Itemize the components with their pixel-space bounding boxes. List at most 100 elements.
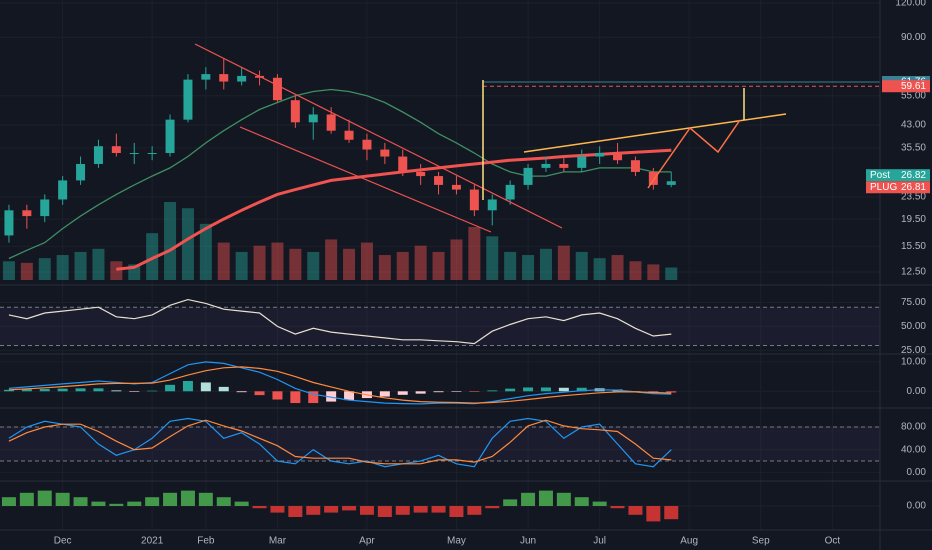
histogram-bar xyxy=(290,391,301,404)
histogram-bar xyxy=(236,391,247,393)
volume-bar xyxy=(325,239,338,280)
volume-bar xyxy=(307,251,320,280)
oscillator-bar xyxy=(342,506,357,511)
volume-bar xyxy=(432,251,445,280)
histogram-bar xyxy=(648,391,659,393)
oscillator-bar xyxy=(270,506,285,513)
oscillator-bar xyxy=(198,492,213,506)
y-tick-label: 55.00 xyxy=(901,90,926,101)
oscillator-bar xyxy=(306,506,321,515)
oscillator-bar xyxy=(556,492,571,506)
histogram-bar xyxy=(558,387,569,392)
y-tick-label: 90.00 xyxy=(901,32,926,43)
price-label-name: Post xyxy=(870,170,890,181)
histogram-bar xyxy=(576,387,587,392)
histogram-bar xyxy=(451,391,462,392)
histogram-bar xyxy=(272,391,283,400)
histogram-bar xyxy=(147,390,158,392)
candle-body xyxy=(165,119,175,153)
x-tick-label: Dec xyxy=(54,536,72,547)
series-line xyxy=(116,148,672,271)
volume-bar xyxy=(665,267,678,280)
candle-body xyxy=(40,199,50,217)
histogram-bar xyxy=(666,391,677,393)
candle-body xyxy=(541,163,551,168)
volume-bar xyxy=(74,251,87,280)
y-tick-label: 35.50 xyxy=(901,142,926,153)
volume-bar xyxy=(92,248,105,280)
candle-body xyxy=(595,152,605,157)
price-label-box xyxy=(866,169,930,182)
oscillator-bar xyxy=(664,506,679,520)
x-tick-label: Feb xyxy=(197,536,215,547)
candle-body xyxy=(111,146,121,153)
histogram-bar xyxy=(39,388,50,392)
oscillator-bar xyxy=(592,501,607,506)
histogram-bar xyxy=(433,391,444,393)
volume-bar xyxy=(38,258,51,280)
candle-body xyxy=(183,79,193,120)
oscillator-bar xyxy=(234,501,249,506)
volume-bar xyxy=(164,202,177,280)
oscillator-bar xyxy=(127,501,142,506)
oscillator-bar xyxy=(574,497,589,506)
volume-bar xyxy=(217,242,230,280)
oscillator-bar xyxy=(288,506,303,517)
candle-body xyxy=(505,184,515,200)
oscillator-bar xyxy=(485,506,500,509)
y-tick-label: 50.00 xyxy=(901,321,926,332)
x-tick-label: May xyxy=(447,536,466,547)
volume-bar xyxy=(611,255,624,280)
histogram-bar xyxy=(75,388,86,392)
band xyxy=(0,307,880,346)
candle-body xyxy=(434,176,444,185)
oscillator-bar xyxy=(145,497,160,506)
volume-bar xyxy=(199,223,212,280)
oscillator-bar xyxy=(1,497,16,506)
x-tick-label: Aug xyxy=(680,536,698,547)
candle-body xyxy=(129,152,139,154)
volume-bar xyxy=(629,261,642,280)
candle-body xyxy=(344,130,354,140)
candle-body xyxy=(290,100,300,123)
plot xyxy=(0,58,880,522)
y-tick-label: 12.50 xyxy=(901,267,926,278)
candle-body xyxy=(523,167,533,185)
histogram-bar xyxy=(397,391,408,395)
series-line xyxy=(8,417,672,468)
candle-body xyxy=(613,152,623,161)
y-tick-label: 0.00 xyxy=(907,501,927,512)
histogram-bar xyxy=(415,391,426,394)
y-tick-label: 15.50 xyxy=(901,241,926,252)
y-tick-label: 75.00 xyxy=(901,297,926,308)
level-label-box xyxy=(882,80,930,93)
level-label: 59.61 xyxy=(901,81,926,92)
oscillator-bar xyxy=(467,506,482,515)
histogram-bar xyxy=(540,387,551,392)
histogram-bar xyxy=(254,391,265,396)
volume-bar xyxy=(378,255,391,280)
volume-bar xyxy=(396,251,409,280)
histogram-bar xyxy=(523,387,534,392)
volume-bar xyxy=(593,258,606,280)
channel-line xyxy=(194,43,563,229)
drawings xyxy=(194,43,787,233)
oscillator-bar xyxy=(19,492,34,506)
oscillator-bar xyxy=(431,506,446,513)
projection-path xyxy=(647,119,741,189)
volume-bar xyxy=(235,251,248,280)
candle-body xyxy=(559,163,569,168)
candle-body xyxy=(630,160,640,172)
oscillator-bar xyxy=(163,492,178,506)
candle-body xyxy=(362,139,372,150)
y-tick-label: 19.50 xyxy=(901,214,926,225)
candle-body xyxy=(76,163,86,181)
histogram-bar xyxy=(129,391,140,392)
volume-bar xyxy=(450,239,463,280)
candle-body xyxy=(93,146,103,164)
volume-bar xyxy=(56,255,69,280)
candle-body xyxy=(398,156,408,172)
candle-body xyxy=(22,210,32,217)
histogram-bar xyxy=(93,388,104,392)
